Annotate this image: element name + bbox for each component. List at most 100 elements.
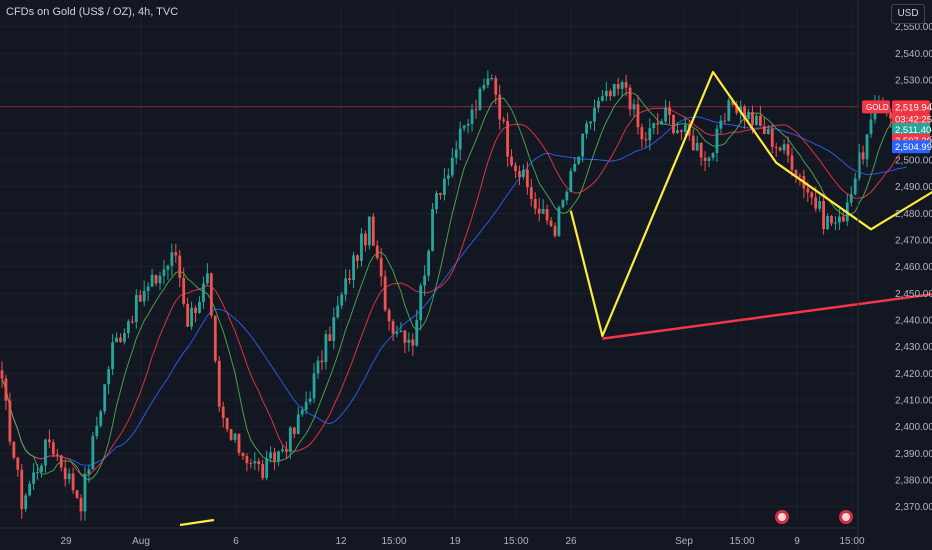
candle-body [312, 373, 316, 399]
candle-body [577, 156, 581, 164]
candle [759, 105, 762, 127]
candle [261, 459, 265, 481]
candle [4, 374, 8, 411]
candle [648, 118, 652, 151]
candle [328, 326, 332, 342]
x-tick-label: 29 [60, 536, 72, 547]
candle-body [130, 321, 134, 323]
candle [762, 117, 766, 135]
event-flag-inner [778, 513, 786, 521]
candle [273, 447, 276, 470]
candle [55, 449, 59, 461]
candle [569, 167, 573, 193]
candle [182, 267, 186, 307]
y-tick-label: 2,460.00 [895, 262, 932, 273]
candle-body [395, 331, 399, 334]
candle-body [466, 123, 470, 126]
candle-body [229, 429, 233, 440]
candle [585, 120, 588, 139]
candle [154, 274, 158, 287]
candle-body [348, 278, 351, 281]
candle-body [296, 414, 300, 434]
economic-event-icon [839, 510, 853, 524]
candle [332, 307, 336, 349]
candle-body [79, 497, 83, 512]
candle-body [166, 265, 170, 270]
candle [146, 282, 150, 302]
candle-body [245, 456, 249, 464]
candle-body [585, 123, 588, 134]
candle [676, 122, 679, 134]
candle-body [324, 334, 328, 363]
candle-body [20, 469, 24, 510]
candle-body [288, 427, 292, 452]
candle [510, 149, 513, 167]
candle-body [367, 216, 371, 246]
candle-body [727, 100, 731, 121]
candle-body [63, 467, 67, 480]
candle-body [387, 309, 391, 322]
y-tick-label: 2,420.00 [895, 369, 932, 380]
candle [439, 192, 442, 200]
y-tick-label: 2,550.00 [895, 22, 932, 33]
candle-body [356, 255, 359, 261]
candle [525, 161, 529, 195]
candle-body [217, 360, 221, 407]
candle [44, 438, 47, 473]
candle [565, 189, 569, 205]
candle-body [506, 120, 509, 157]
candle-body [826, 215, 829, 230]
x-tick-label: 6 [233, 536, 239, 547]
candle [660, 119, 664, 125]
x-tick-label: 9 [794, 536, 800, 547]
candle [63, 459, 67, 487]
candle-body [123, 333, 126, 342]
candle-body [818, 201, 822, 209]
candle [127, 319, 130, 339]
candle [225, 417, 229, 433]
candle [853, 172, 857, 196]
candle [32, 463, 35, 490]
candle-body [439, 193, 442, 195]
candle-body [237, 433, 241, 453]
candle-body [32, 472, 35, 484]
x-tick-label: 15:00 [729, 536, 754, 547]
candle-body [545, 209, 549, 221]
candle [454, 140, 458, 165]
candle [20, 464, 24, 519]
candle-body [308, 398, 312, 402]
candle [699, 142, 703, 166]
candle [672, 114, 675, 135]
candle-body [170, 252, 174, 266]
candle [233, 432, 237, 443]
candle [360, 228, 363, 267]
candle [375, 240, 379, 261]
candle-body [0, 370, 4, 379]
candle-body [142, 290, 146, 302]
candle [336, 296, 340, 320]
candle-body [695, 142, 699, 151]
candle-body [320, 360, 324, 363]
candle [123, 328, 126, 345]
y-tick-label: 2,390.00 [895, 449, 932, 460]
candle-body [537, 208, 541, 214]
candle-body [415, 320, 419, 346]
candle-body [103, 384, 107, 412]
candle [423, 265, 427, 296]
candle-body [383, 276, 387, 310]
candle [103, 384, 107, 415]
candle [277, 450, 280, 466]
candle [138, 290, 142, 303]
currency-button[interactable]: USD [891, 4, 925, 24]
y-tick-label: 2,480.00 [895, 209, 932, 220]
candle [446, 168, 450, 186]
candle [735, 101, 739, 116]
candle-body [569, 171, 573, 192]
candle-body [127, 321, 130, 334]
candle-body [182, 277, 186, 304]
candle [845, 193, 849, 227]
y-tick-label: 2,470.00 [895, 236, 932, 247]
candle [431, 203, 434, 252]
candle-body [225, 418, 229, 430]
